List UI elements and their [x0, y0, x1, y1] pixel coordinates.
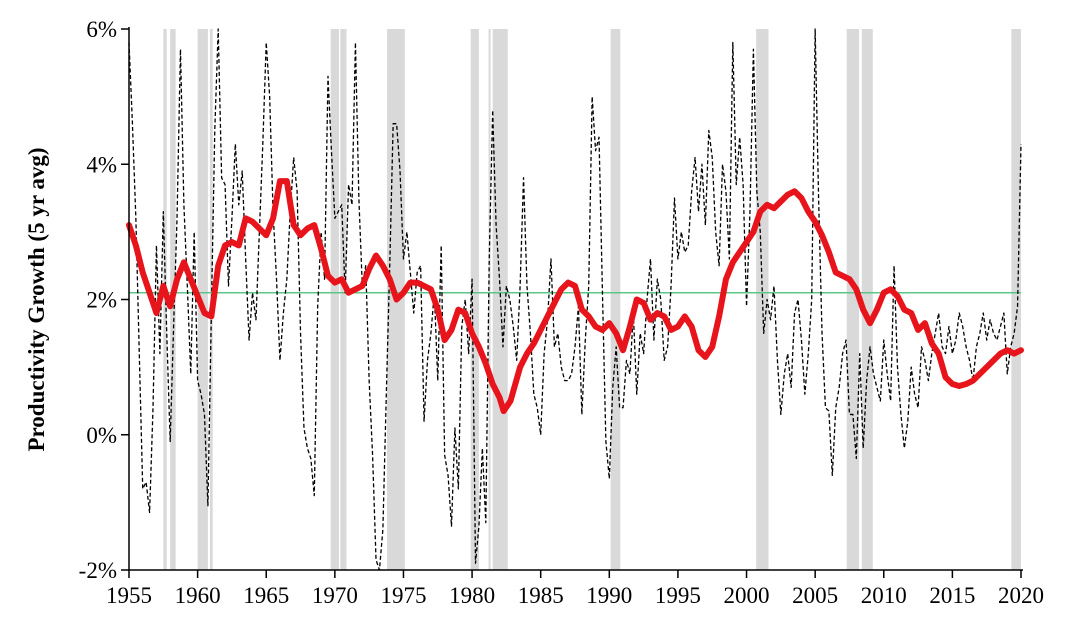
- x-tick-label: 1970: [312, 583, 358, 608]
- series-layer: [126, 28, 1024, 571]
- x-tick-label: 1990: [586, 583, 632, 608]
- quarterly-growth-line: [128, 28, 1022, 571]
- recession-band: [756, 29, 769, 570]
- recession-band: [340, 29, 347, 570]
- recession-bands: [163, 29, 1021, 570]
- y-tick-label: -2%: [79, 558, 117, 583]
- x-tick-label: 2015: [929, 583, 975, 608]
- x-tick-label: 1955: [106, 583, 152, 608]
- recession-band: [492, 29, 508, 570]
- x-tick-label: 2020: [998, 583, 1044, 608]
- axes: [128, 27, 1023, 571]
- y-tick-label: 0%: [86, 423, 117, 448]
- x-axis-ticks: 1955 1960 1965 1970 1975 1980 1985 1990 1995 2000…: [106, 570, 1044, 608]
- five-year-average-line: [126, 178, 1024, 415]
- recession-band: [330, 29, 339, 570]
- x-tick-label: 2010: [861, 583, 907, 608]
- x-tick-label: 1960: [175, 583, 221, 608]
- y-axis-ticks: -2% 0% 2% 4% 6%: [79, 17, 129, 583]
- x-tick-label: 1985: [518, 583, 564, 608]
- recession-band: [197, 29, 208, 570]
- x-tick-label: 1980: [449, 583, 495, 608]
- y-tick-label: 6%: [86, 17, 117, 42]
- recession-band: [861, 29, 873, 570]
- recession-band: [610, 29, 621, 570]
- y-tick-label: 2%: [86, 288, 117, 313]
- x-tick-label: 1995: [655, 583, 701, 608]
- recession-band: [846, 29, 860, 570]
- recession-band: [470, 29, 479, 570]
- x-tick-label: 1965: [243, 583, 289, 608]
- x-tick-label: 2005: [792, 583, 838, 608]
- x-tick-label: 2000: [724, 583, 770, 608]
- x-tick-label: 1975: [380, 583, 426, 608]
- recession-band: [1011, 29, 1021, 570]
- recession-band: [488, 29, 491, 570]
- y-axis-title: Productivity Growth (5 yr avg): [24, 147, 49, 451]
- y-tick-label: 4%: [86, 152, 117, 177]
